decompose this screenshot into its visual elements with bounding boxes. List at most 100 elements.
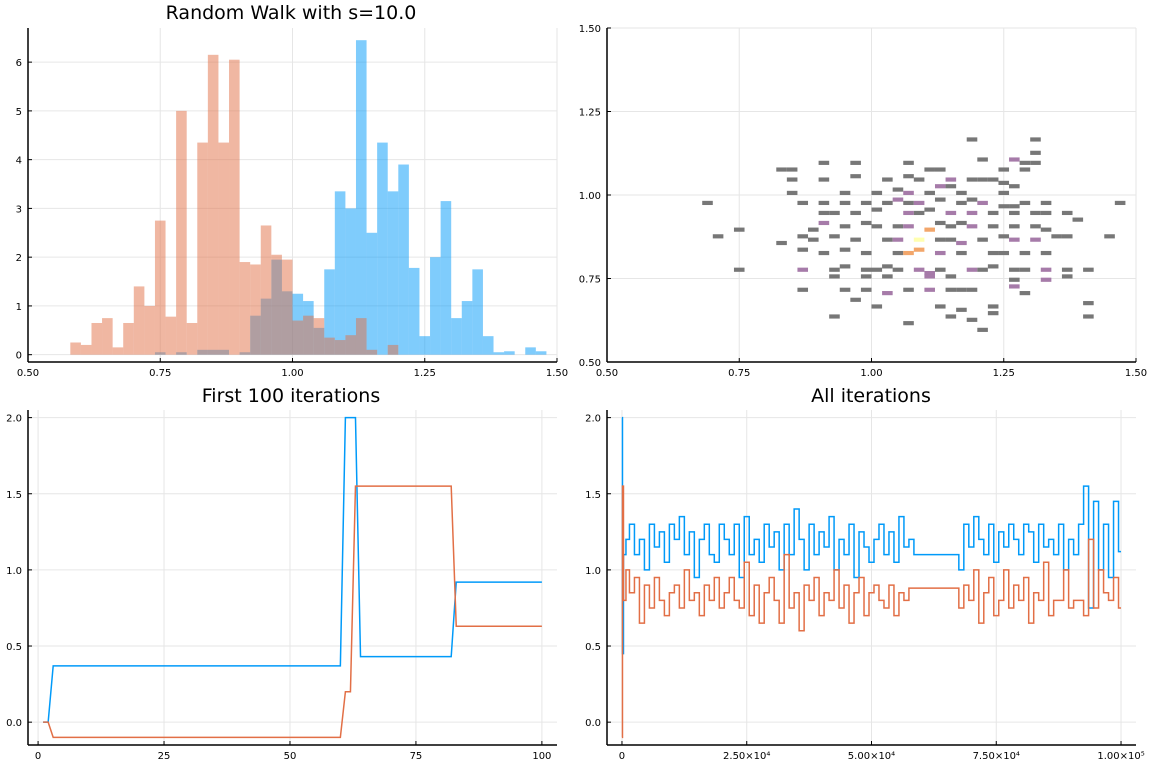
- histogram-bar-series-1: [366, 232, 378, 355]
- heatmap-cell: [818, 250, 830, 256]
- heatmap-cell: [839, 200, 851, 206]
- heatmap-cell: [903, 200, 914, 206]
- all-iterations-xtick-label: 2.50×10⁴: [723, 751, 770, 762]
- histogram-bar-series-1: [472, 269, 483, 355]
- heatmap-cell: [860, 250, 872, 256]
- heatmap-plot-area: 0.50 0.75 1.00 1.25 1.50 0.50 0.75 1.00 1.25 1.50: [579, 24, 1147, 379]
- panel-histogram: Random Walk with s=10.0 0.50 0.75 1.00 1.25…: [16, 2, 569, 379]
- heatmap-cell: [882, 177, 893, 182]
- heatmap-cell: [945, 274, 957, 279]
- first-iterations-line-series-2: [43, 485, 542, 739]
- panel-first-iterations: First 100 iterations 0 25 50 75 100 0.0 0.5 1.0…: [6, 385, 557, 762]
- heatmap-cell: [1061, 210, 1073, 216]
- heatmap-cell: [892, 187, 904, 192]
- histogram-plot-area: 0.50 0.75 1.00 1.25 1.50 0 1 2 3 4 5 6: [16, 28, 568, 379]
- heatmap-cell: [797, 287, 809, 292]
- histogram-bar-series-2: [91, 322, 103, 355]
- panel-heatmap: 0.50 0.75 1.00 1.25 1.50 0.50 0.75 1.00 1.25 1.50: [579, 24, 1147, 379]
- heatmap-cell: [913, 210, 925, 216]
- all-iterations-ytick-label: 0.5: [585, 642, 601, 653]
- all-iterations-xtick-label: 1.00×10⁵: [1097, 751, 1144, 762]
- heatmap-cell: [924, 287, 935, 292]
- heatmap-cell: [924, 274, 935, 279]
- heatmap-xtick-label: 1.25: [993, 368, 1015, 379]
- heatmap-cell: [1061, 234, 1073, 239]
- heatmap-cell: [871, 190, 883, 195]
- heatmap-cell: [1009, 204, 1020, 209]
- heatmap-cell: [966, 137, 978, 142]
- heatmap-cell: [1019, 250, 1031, 256]
- first-iterations-xtick-label: 100: [532, 751, 551, 762]
- heatmap-ytick-label: 0.50: [579, 358, 601, 369]
- heatmap-cell: [797, 200, 809, 206]
- heatmap-cell: [977, 237, 988, 242]
- heatmap-cell: [956, 220, 967, 226]
- heatmap-cell: [1040, 227, 1052, 232]
- heatmap-cell: [850, 210, 861, 216]
- histogram-bar-series-2: [176, 110, 187, 355]
- histogram-bar-series-2: [207, 54, 219, 355]
- heatmap-cell: [1019, 200, 1031, 206]
- heatmap-cell: [1114, 200, 1126, 206]
- heatmap-cell: [945, 314, 957, 319]
- all-iterations-plot-area: 0 2.50×10⁴ 5.00×10⁴ 7.50×10⁴ 1.00×10⁵ 0.0 0.5 1…: [585, 410, 1145, 762]
- histogram-bar-series-1: [461, 301, 473, 355]
- heatmap-xtick-label: 1.50: [1125, 368, 1147, 379]
- heatmap-cell: [829, 314, 840, 319]
- heatmap-cell: [1040, 267, 1052, 272]
- heatmap-cell: [903, 174, 914, 179]
- heatmap-cell: [934, 184, 946, 189]
- heatmap-cell: [913, 267, 925, 272]
- heatmap-cell: [987, 311, 999, 316]
- heatmap-cell: [998, 180, 1010, 185]
- heatmap-cell: [797, 267, 809, 272]
- heatmap-cell: [786, 177, 798, 182]
- heatmap-cell: [1019, 160, 1031, 165]
- heatmap-cell: [924, 207, 935, 212]
- histogram-bar-series-2: [80, 344, 92, 355]
- first-iterations-plot-area: 0 25 50 75 100 0.0 0.5 1.0 1.5 2.0: [6, 410, 557, 762]
- histogram-xtick-label: 0.50: [17, 368, 39, 379]
- histogram-bar-series-2: [260, 225, 272, 355]
- heatmap-cell: [998, 167, 1010, 172]
- histogram-bar-series-2: [313, 318, 325, 355]
- heatmap-cell: [987, 210, 999, 216]
- heatmap-cell: [1040, 277, 1052, 282]
- heatmap-cell: [818, 177, 830, 182]
- heatmap-cell: [1040, 210, 1052, 216]
- histogram-bar-series-2: [334, 340, 346, 355]
- heatmap-cell: [977, 267, 988, 272]
- heatmap-cell: [956, 287, 967, 292]
- heatmap-cell: [903, 321, 914, 326]
- heatmap-cell: [1061, 267, 1073, 272]
- heatmap-ytick-label: 1.00: [579, 191, 601, 202]
- histogram-bar-series-2: [366, 349, 378, 355]
- heatmap-cell: [998, 190, 1010, 195]
- heatmap-cell: [733, 267, 745, 272]
- heatmap-cell: [1083, 314, 1094, 319]
- histogram-bar-series-1: [324, 269, 335, 355]
- heatmap-cell: [1030, 210, 1041, 216]
- histogram-bar-series-2: [324, 337, 335, 355]
- heatmap-cell: [1009, 157, 1020, 162]
- histogram-bar-series-1: [493, 352, 505, 355]
- heatmap-cell: [818, 160, 830, 165]
- histogram-bar-series-2: [387, 344, 399, 355]
- heatmap-cell: [882, 237, 893, 242]
- heatmap-cell: [987, 304, 999, 309]
- heatmap-cell: [882, 274, 893, 279]
- heatmap-cell: [860, 267, 872, 272]
- heatmap-cell: [966, 210, 978, 216]
- heatmap-cell: [839, 287, 851, 292]
- heatmap-cell: [1040, 250, 1052, 256]
- heatmap-cell: [977, 177, 988, 182]
- heatmap-cell: [924, 190, 935, 195]
- first-iterations-line-series-1: [43, 416, 542, 723]
- heatmap-cell: [1030, 137, 1041, 142]
- heatmap-cell: [934, 197, 946, 202]
- histogram-bar-series-1: [377, 142, 388, 355]
- histogram-bar-series-1: [430, 257, 441, 355]
- heatmap-ytick-label: 1.50: [579, 24, 601, 35]
- heatmap-cell: [903, 287, 914, 292]
- histogram-ytick-label: 4: [16, 156, 22, 167]
